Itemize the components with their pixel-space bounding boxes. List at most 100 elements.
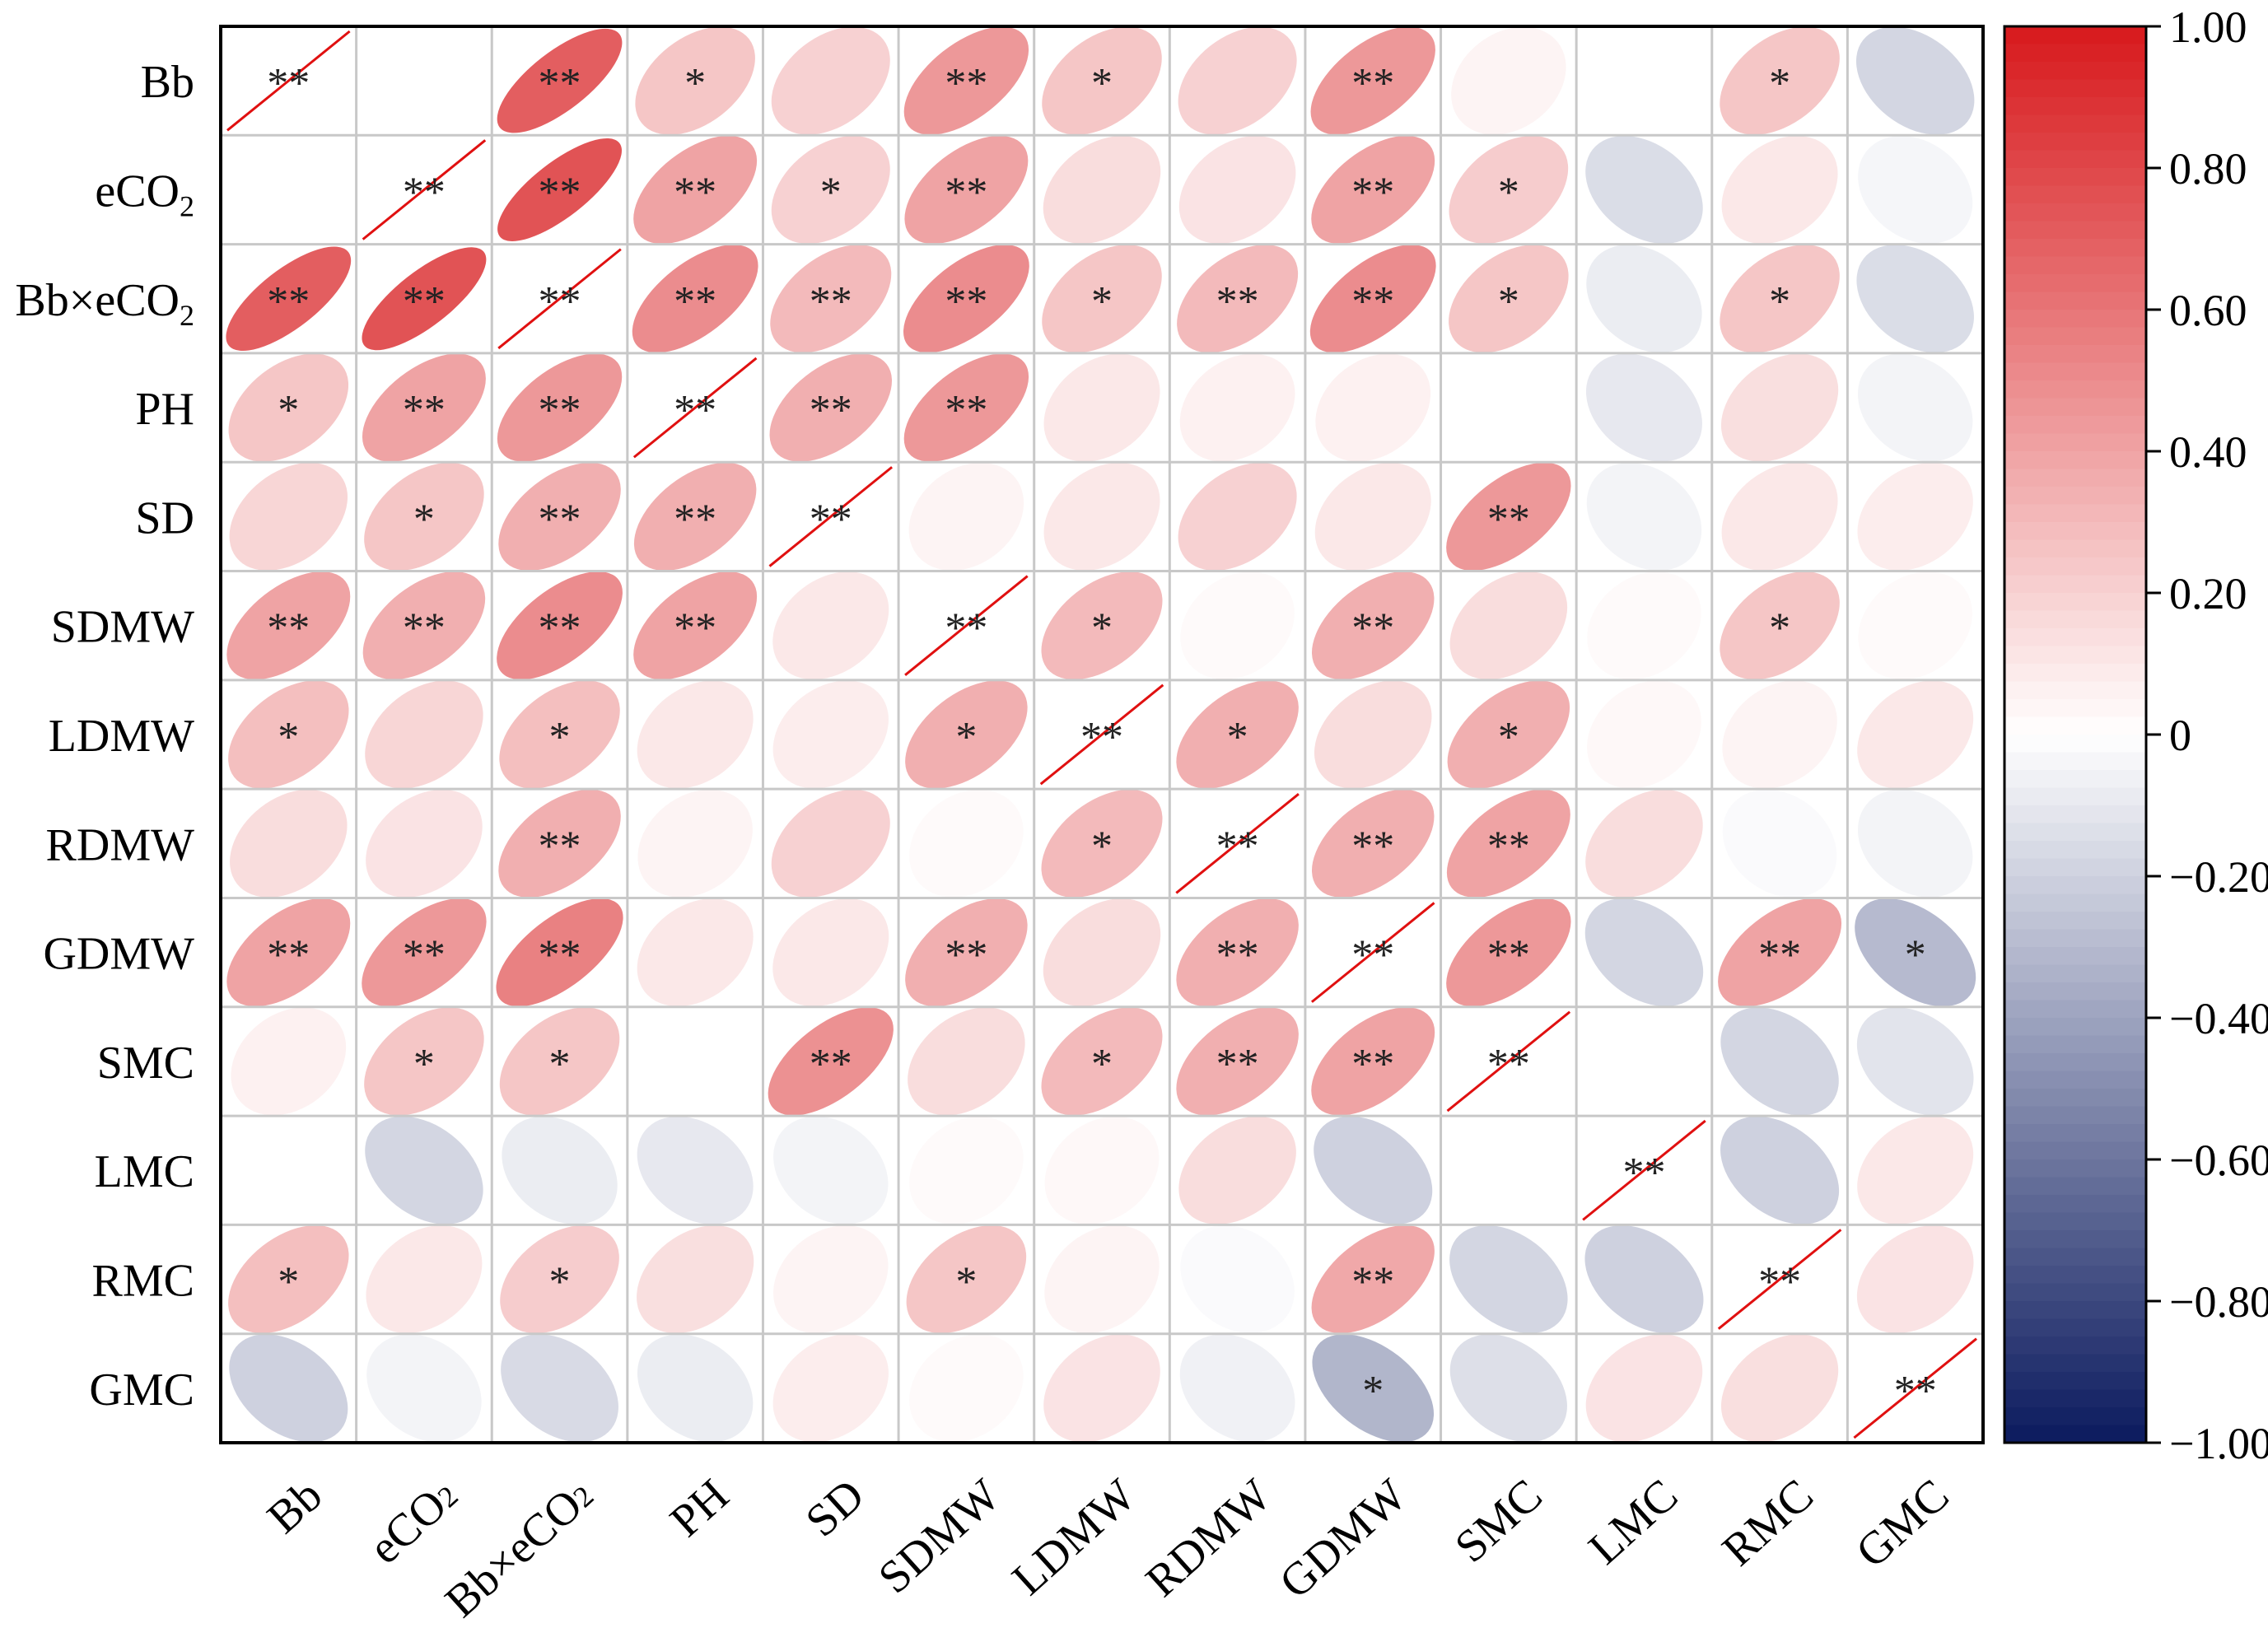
significance-mark-4-1: * [413,496,435,543]
colorbar-segment [2004,893,2146,912]
significance-mark-3-0: * [278,387,299,434]
colorbar-segment [2004,575,2146,594]
corr-ellipse-6-7 [1176,680,1299,789]
corr-ellipse-2-7 [1177,245,1299,353]
significance-mark-3-2: ** [539,387,581,434]
colorbar-segment [2004,1354,2146,1373]
matrix-cells: ** ** * ** * ** *** ** ** * ** ** *** ** ** ** ** ** * ** **… [226,26,1977,1443]
corr-ellipse-3-8 [1315,353,1431,462]
corr-ellipse-7-12 [1857,789,1973,898]
corr-ellipse-10-7 [1178,1116,1296,1224]
colorbar-tick-label-7: −0.40 [2169,994,2268,1043]
corr-ellipse-2-4 [770,245,892,353]
colorbar-segment [2004,451,2146,470]
significance-mark-6-2: * [549,714,571,761]
significance-mark-11-11: ** [1758,1259,1801,1306]
y-label-12: GMC [89,1364,194,1416]
corr-ellipse-9-1 [364,1007,484,1116]
significance-mark-8-11: ** [1758,932,1801,979]
y-label-11: RMC [92,1256,195,1307]
colorbar-segment [2004,1018,2146,1037]
significance-mark-5-6: * [1091,605,1113,652]
corr-ellipse-12-4 [772,1334,889,1443]
corr-ellipse-10-4 [773,1116,889,1224]
colorbar-segment [2004,610,2146,629]
colorbar-tick-label-4: 0.20 [2169,569,2247,618]
corr-ellipse-1-2 [497,138,622,241]
corr-ellipse-12-7 [1179,1334,1295,1443]
corr-ellipse-3-1 [362,353,486,462]
corr-ellipse-0-9 [1451,26,1566,135]
diagonal-line-7 [1175,792,1300,894]
colorbar-segment [2004,1212,2146,1231]
corr-ellipse-3-4 [769,353,893,462]
colorbar-segment [2004,1283,2146,1302]
significance-mark-2-9: * [1498,278,1519,325]
corr-ellipse-8-4 [772,898,889,1007]
corr-ellipse-10-6 [1044,1116,1160,1224]
corr-ellipse-8-3 [637,898,754,1007]
corr-ellipse-2-0 [226,246,352,352]
corr-ellipse-2-5 [903,245,1029,353]
corr-ellipse-8-2 [496,898,623,1007]
colorbar-segment [2004,593,2146,612]
colorbar-segment [2004,310,2146,329]
diagonal-line-11 [1717,1229,1842,1330]
significance-mark-2-1: ** [403,278,446,325]
significance-mark-5-0: ** [267,605,310,652]
significance-mark-8-5: ** [945,932,987,979]
y-axis-labels: Bb eCO2 Bb×eCO2 PH SD SDMW LDMW RDMW GDMW SMC LMC R… [15,57,194,1416]
colorbar-segment [2004,628,2146,647]
corr-ellipse-12-5 [909,1334,1024,1443]
significance-mark-9-4: ** [810,1041,852,1088]
significance-mark-2-8: ** [1351,278,1394,325]
corr-ellipse-7-0 [230,789,348,898]
significance-mark-2-11: * [1769,278,1790,325]
colorbar-segment [2004,699,2146,718]
corr-ellipse-5-8 [1311,571,1435,680]
significance-mark-5-3: ** [674,605,716,652]
corr-ellipse-5-3 [633,571,758,680]
corr-ellipse-4-9 [1446,462,1571,571]
significance-mark-7-9: ** [1487,823,1530,870]
corr-ellipse-3-2 [497,353,623,462]
corr-ellipse-7-4 [771,789,890,898]
corr-ellipse-4-5 [908,462,1024,571]
corr-ellipse-11-8 [1311,1224,1435,1334]
colorbar-segment [2004,539,2146,558]
corr-ellipse-8-6 [1043,898,1161,1007]
significance-mark-2-2: ** [539,278,581,325]
corr-ellipse-3-0 [228,353,349,462]
corr-ellipse-6-4 [772,680,889,789]
corr-ellipse-4-8 [1314,462,1431,571]
corr-ellipse-3-6 [1043,353,1160,462]
significance-mark-8-12: * [1905,932,1926,979]
corr-ellipse-8-9 [1446,898,1571,1007]
colorbar-tick-label-9: −0.80 [2169,1277,2268,1327]
colorbar-segment [2004,681,2146,700]
colorbar-segment [2004,1248,2146,1266]
significance-mark-3-1: ** [403,387,446,434]
colorbar-segment [2004,1425,2146,1444]
corr-ellipse-7-3 [637,789,753,898]
corr-ellipse-4-6 [1043,462,1160,571]
corr-ellipse-10-11 [1720,1116,1840,1224]
corr-ellipse-12-1 [366,1334,482,1443]
corr-ellipse-0-7 [1178,26,1297,135]
colorbar-tick-label-2: 0.60 [2169,286,2247,335]
significance-mark-2-4: ** [810,278,852,325]
colorbar-segment [2004,1159,2146,1178]
colorbar-segment [2004,433,2146,452]
corr-ellipse-5-12 [1858,571,1972,680]
corr-ellipse-11-5 [906,1225,1027,1334]
colorbar-segment [2004,982,2146,1001]
corr-ellipse-12-9 [1449,1334,1567,1443]
corr-ellipse-6-5 [905,680,1028,789]
colorbar-segment [2004,79,2146,98]
significance-mark-4-2: ** [539,496,581,543]
corr-ellipse-1-5 [904,135,1029,245]
corr-ellipse-4-11 [1721,462,1838,571]
corr-ellipse-1-9 [1449,135,1569,244]
colorbar-segment [2004,185,2146,204]
corr-ellipse-1-8 [1311,135,1435,245]
